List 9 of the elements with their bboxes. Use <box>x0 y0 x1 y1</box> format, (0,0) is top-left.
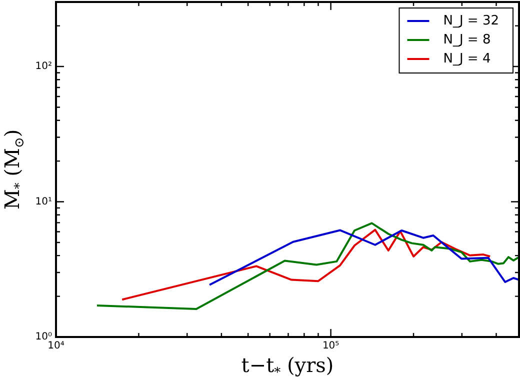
y-axis-title: M* (M⊙) <box>0 129 28 210</box>
x-tick-label: 10⁵ <box>322 340 340 352</box>
legend-label: N_J = 32 <box>443 13 500 28</box>
legend-label: N_J = 4 <box>443 51 491 66</box>
x-tick-label: 10⁴ <box>48 340 64 352</box>
legend-label: N_J = 8 <box>443 32 491 48</box>
y-tick-label: 10² <box>35 61 52 72</box>
x-axis-title: t−t* (yrs) <box>241 353 334 380</box>
y-tick-label: 10¹ <box>35 196 52 208</box>
